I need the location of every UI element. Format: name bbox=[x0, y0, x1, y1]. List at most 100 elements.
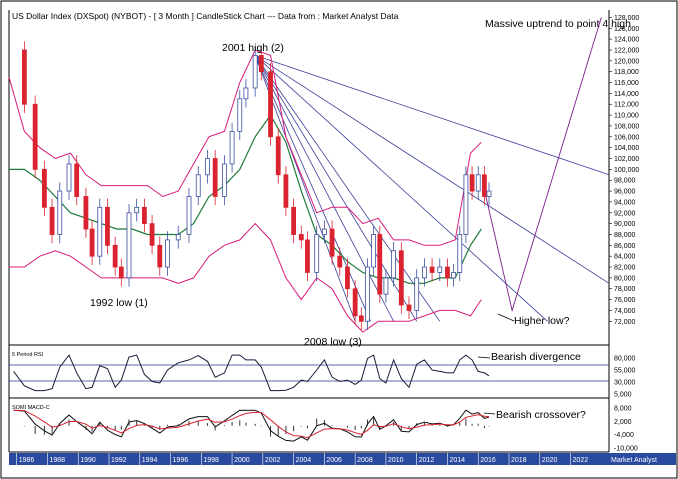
candle-body bbox=[243, 87, 249, 100]
candle-body bbox=[429, 266, 435, 273]
price-tick-label: 90,000 bbox=[614, 221, 636, 228]
candle-body bbox=[358, 315, 364, 322]
candle-body bbox=[74, 163, 80, 197]
year-tick-label: 2018 bbox=[511, 457, 527, 464]
year-tick-label: 2010 bbox=[388, 457, 404, 464]
moving-average-line bbox=[9, 113, 482, 284]
fan-line-3 bbox=[254, 55, 548, 322]
year-tick-label: 1992 bbox=[111, 457, 127, 464]
price-tick-label: 100,000 bbox=[614, 167, 639, 174]
projection-path bbox=[485, 17, 602, 313]
brand-bar bbox=[609, 453, 676, 465]
candle-body bbox=[398, 250, 404, 306]
price-tick-label: 120,000 bbox=[614, 58, 639, 65]
candle-body bbox=[352, 288, 358, 317]
candle-body bbox=[66, 163, 72, 192]
year-tick-label: 2014 bbox=[449, 457, 465, 464]
candle-body bbox=[321, 228, 327, 235]
price-tick-label: 96,000 bbox=[614, 189, 636, 196]
candle-body bbox=[195, 174, 201, 197]
macd-tick-label: 8,000 bbox=[614, 406, 632, 413]
candle-body bbox=[134, 206, 140, 214]
price-tick-label: 98,000 bbox=[614, 178, 636, 185]
fan-line-1 bbox=[255, 55, 610, 176]
x-axis-bar bbox=[9, 453, 609, 465]
year-tick-label: 1990 bbox=[80, 457, 96, 464]
candle-body bbox=[383, 277, 389, 295]
year-tick-label: 2012 bbox=[419, 457, 435, 464]
candle-body bbox=[21, 49, 27, 105]
price-tick-label: 86,000 bbox=[614, 243, 636, 250]
candle-body bbox=[175, 234, 181, 241]
annotation-bearish-divergence: Bearish divergence bbox=[491, 351, 581, 363]
price-tick-label: 76,000 bbox=[614, 297, 636, 304]
candle-body bbox=[391, 250, 397, 279]
price-tick-label: 102,000 bbox=[614, 156, 639, 163]
candle-body bbox=[437, 266, 443, 273]
year-tick-label: 1998 bbox=[203, 457, 219, 464]
price-tick-label: 92,000 bbox=[614, 210, 636, 217]
bollinger-bands bbox=[8, 49, 482, 333]
candle-body bbox=[157, 244, 163, 268]
x-axis-labels: 1986 1988 1990 1992 1994 1996 1998 2000 2002 2004… bbox=[16, 453, 588, 465]
price-tick-label: 116,000 bbox=[614, 80, 639, 87]
candle-body bbox=[205, 158, 210, 176]
candle-body bbox=[237, 98, 243, 132]
macd-lines bbox=[13, 409, 490, 442]
price-tick-label: 72,000 bbox=[614, 319, 636, 326]
macd-y-axis: 8,000 2,000 -4,000 -10,000 bbox=[614, 406, 638, 453]
candle-body bbox=[105, 206, 110, 246]
fan-line-4 bbox=[254, 55, 441, 322]
candle-body bbox=[329, 228, 335, 257]
macd-signal-line bbox=[13, 409, 490, 439]
candle-body bbox=[451, 272, 457, 279]
candle-body bbox=[345, 266, 350, 290]
price-tick-label: 80,000 bbox=[614, 275, 636, 282]
price-tick-label: 74,000 bbox=[614, 308, 636, 315]
price-tick-label: 124,000 bbox=[614, 37, 639, 44]
macd-tick-label: 2,000 bbox=[614, 419, 632, 426]
candle-body bbox=[112, 244, 118, 268]
chart-title: US Dollar Index (DXSpot) (NYBOT) - [ 3 M… bbox=[12, 11, 399, 21]
candle-body bbox=[421, 266, 427, 279]
price-tick-label: 118,000 bbox=[614, 69, 639, 76]
candle-body bbox=[283, 174, 289, 208]
candle-body bbox=[57, 190, 63, 235]
candle-body bbox=[305, 239, 310, 273]
price-tick-label: 84,000 bbox=[614, 254, 636, 261]
divergence-pointer bbox=[477, 356, 491, 359]
macd-panel-title: SOMI MACD-C bbox=[12, 405, 50, 411]
candle-body bbox=[212, 158, 218, 197]
price-tick-label: 106,000 bbox=[614, 134, 639, 141]
fan-lines bbox=[254, 55, 610, 322]
candles bbox=[21, 41, 492, 330]
year-tick-label: 2004 bbox=[296, 457, 312, 464]
price-tick-label: 122,000 bbox=[614, 47, 639, 54]
rsi-tick-label: 5,000 bbox=[614, 392, 632, 399]
candle-body bbox=[377, 234, 383, 295]
fan-line-7 bbox=[254, 55, 371, 322]
macd-tick-label: -10,000 bbox=[614, 446, 638, 453]
candle-body bbox=[252, 55, 258, 89]
year-tick-label: 2006 bbox=[326, 457, 342, 464]
candle-body bbox=[371, 234, 377, 268]
rsi-tick-label: 30,000 bbox=[614, 380, 636, 387]
price-tick-label: 110,000 bbox=[614, 113, 639, 120]
rsi-line bbox=[13, 354, 490, 392]
candle-body bbox=[41, 168, 47, 208]
candle-body bbox=[414, 277, 420, 311]
candle-body bbox=[481, 174, 487, 197]
candle-body bbox=[365, 266, 370, 322]
annotation-1992-low: 1992 low (1) bbox=[90, 297, 148, 309]
candle-body bbox=[445, 266, 450, 279]
moving-average bbox=[9, 113, 482, 284]
annotation-higher-low: Higher low? bbox=[514, 315, 570, 327]
year-tick-label: 2000 bbox=[234, 457, 250, 464]
year-tick-label: 1988 bbox=[49, 457, 65, 464]
candle-body bbox=[49, 206, 55, 235]
bollinger-upper-line bbox=[8, 49, 482, 246]
year-tick-label: 2002 bbox=[265, 457, 281, 464]
annotation-2001-high: 2001 high (2) bbox=[222, 42, 284, 54]
